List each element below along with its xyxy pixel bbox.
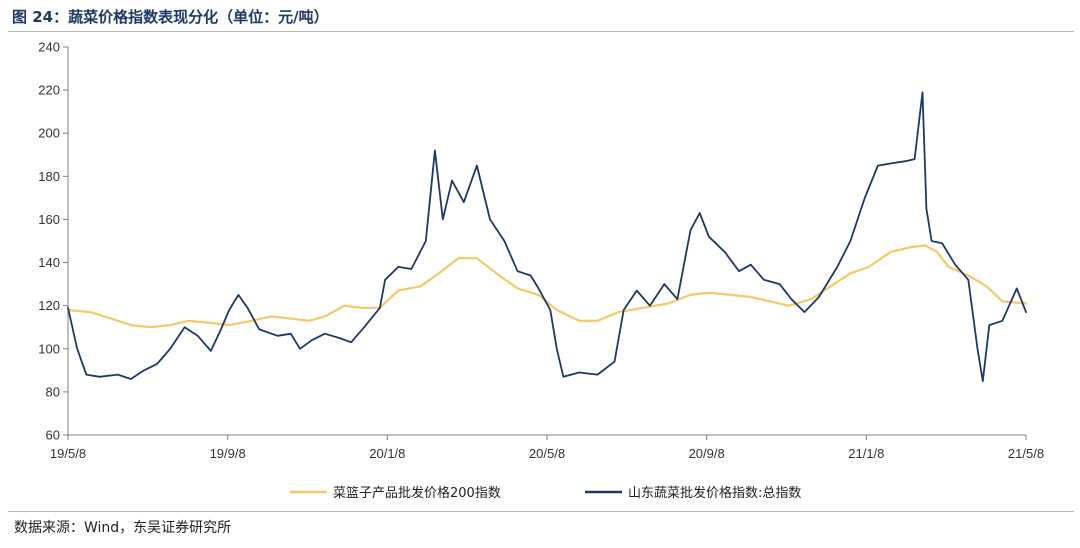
y-tick-label: 180: [38, 169, 60, 184]
y-tick-label: 100: [38, 341, 60, 356]
x-tick-label: 19/5/8: [50, 446, 86, 461]
line-chart: 60 80 100 120 140 160 180 200 220 240 19/5/8 19/9/8…: [38, 40, 1044, 502]
x-tick-label: 20/1/8: [369, 446, 405, 461]
title-divider: [8, 31, 1074, 32]
series-line-2: [67, 91, 1027, 382]
y-tick-label: 220: [38, 83, 60, 98]
y-tick-label: 120: [38, 298, 60, 313]
chart-series-layer: [66, 91, 1028, 382]
y-tick-label: 140: [38, 255, 60, 270]
legend-label-2: 山东蔬菜批发价格指数:总指数: [628, 485, 801, 501]
series-line-1: [66, 244, 1028, 329]
source-divider: [8, 511, 1074, 512]
x-tick-label: 21/1/8: [848, 446, 884, 461]
chart-legend: 菜篮子产品批发价格200指数 山东蔬菜批发价格指数:总指数: [290, 485, 801, 501]
y-tick-label: 240: [38, 40, 60, 55]
y-tick-label: 60: [46, 428, 60, 443]
legend-label-1: 菜篮子产品批发价格200指数: [333, 485, 501, 501]
x-tick-label: 20/5/8: [529, 446, 565, 461]
source-note: 数据来源：Wind，东吴证券研究所: [14, 520, 232, 536]
y-tick-label: 160: [38, 212, 60, 227]
x-tick-label: 19/9/8: [210, 446, 246, 461]
y-tick-label: 200: [38, 126, 60, 141]
x-tick-label: 20/9/8: [689, 446, 725, 461]
x-tick-label: 21/5/8: [1008, 446, 1044, 461]
y-tick-label: 80: [46, 384, 60, 399]
chart-axes: 60 80 100 120 140 160 180 200 220 240 19/5/8 19/9/8…: [38, 40, 1044, 462]
page-title: 图 24：蔬菜价格指数表现分化（单位：元/吨）: [12, 8, 329, 26]
